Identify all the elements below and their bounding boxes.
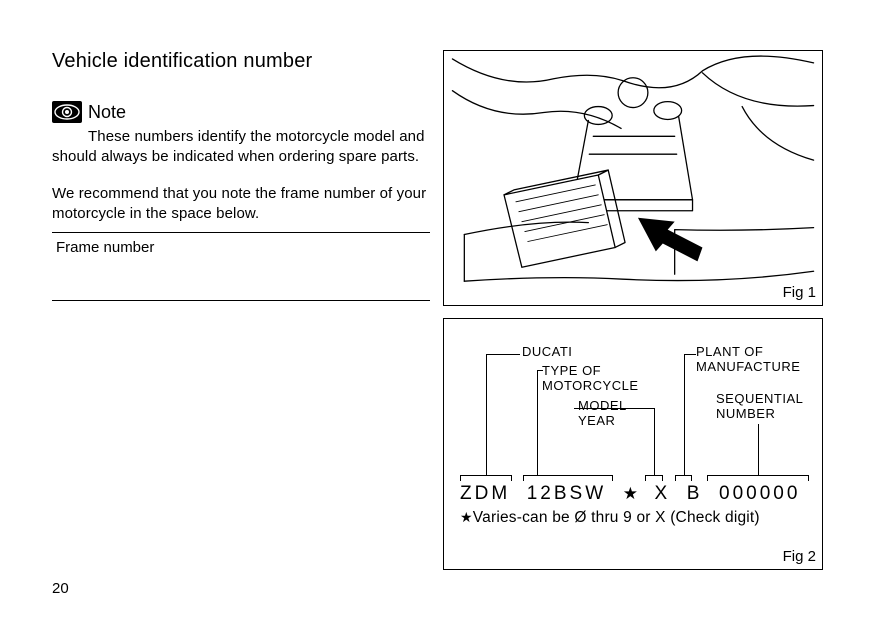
arrow-icon — [638, 218, 702, 262]
frame-number-label: Frame number — [56, 239, 430, 256]
label-model: MODEL YEAR — [578, 399, 627, 429]
vin-g1: ZDM — [460, 483, 510, 504]
eye-icon — [52, 101, 82, 123]
bracket-g1 — [460, 475, 512, 476]
vin-g5: 000000 — [719, 483, 800, 504]
vin-row: ZDM 12BSW ★ X B 000000 — [460, 483, 800, 505]
note-paragraph-2: We recommend that you note the frame num… — [52, 184, 430, 225]
note-label: Note — [88, 102, 126, 123]
vin-location-illustration — [444, 51, 822, 305]
figure-1-caption: Fig 1 — [783, 284, 816, 301]
figure-2-caption: Fig 2 — [783, 548, 816, 565]
bracket-g5 — [707, 475, 809, 476]
page-number: 20 — [52, 580, 69, 597]
vin-g2: 12BSW — [527, 483, 606, 504]
note-paragraph-1: These numbers identify the motorcycle mo… — [52, 127, 430, 168]
label-type: TYPE OF MOTORCYCLE — [542, 364, 639, 394]
figure-1: Fig 1 — [443, 50, 823, 306]
label-ducati: DUCATI — [522, 345, 572, 360]
bracket-g2 — [523, 475, 613, 476]
bracket-g4 — [675, 475, 692, 476]
bracket-g3 — [645, 475, 663, 476]
label-plant: PLANT OF MANUFACTURE — [696, 345, 800, 375]
divider-top — [52, 232, 430, 233]
star-icon: ★ — [623, 484, 638, 503]
divider-bottom — [52, 300, 430, 301]
star-icon: ★ — [460, 509, 473, 525]
vin-footnote: ★Varies-can be Ø thru 9 or X (Check digi… — [460, 509, 760, 527]
label-seq: SEQUENTIAL NUMBER — [716, 392, 803, 422]
page-heading: Vehicle identification number — [52, 50, 430, 73]
note-row: Note — [52, 101, 430, 123]
figure-2: DUCATI TYPE OF MOTORCYCLE MODEL YEAR PLA… — [443, 318, 823, 570]
vin-g3: X — [655, 483, 671, 504]
vin-g4: B — [687, 483, 703, 504]
